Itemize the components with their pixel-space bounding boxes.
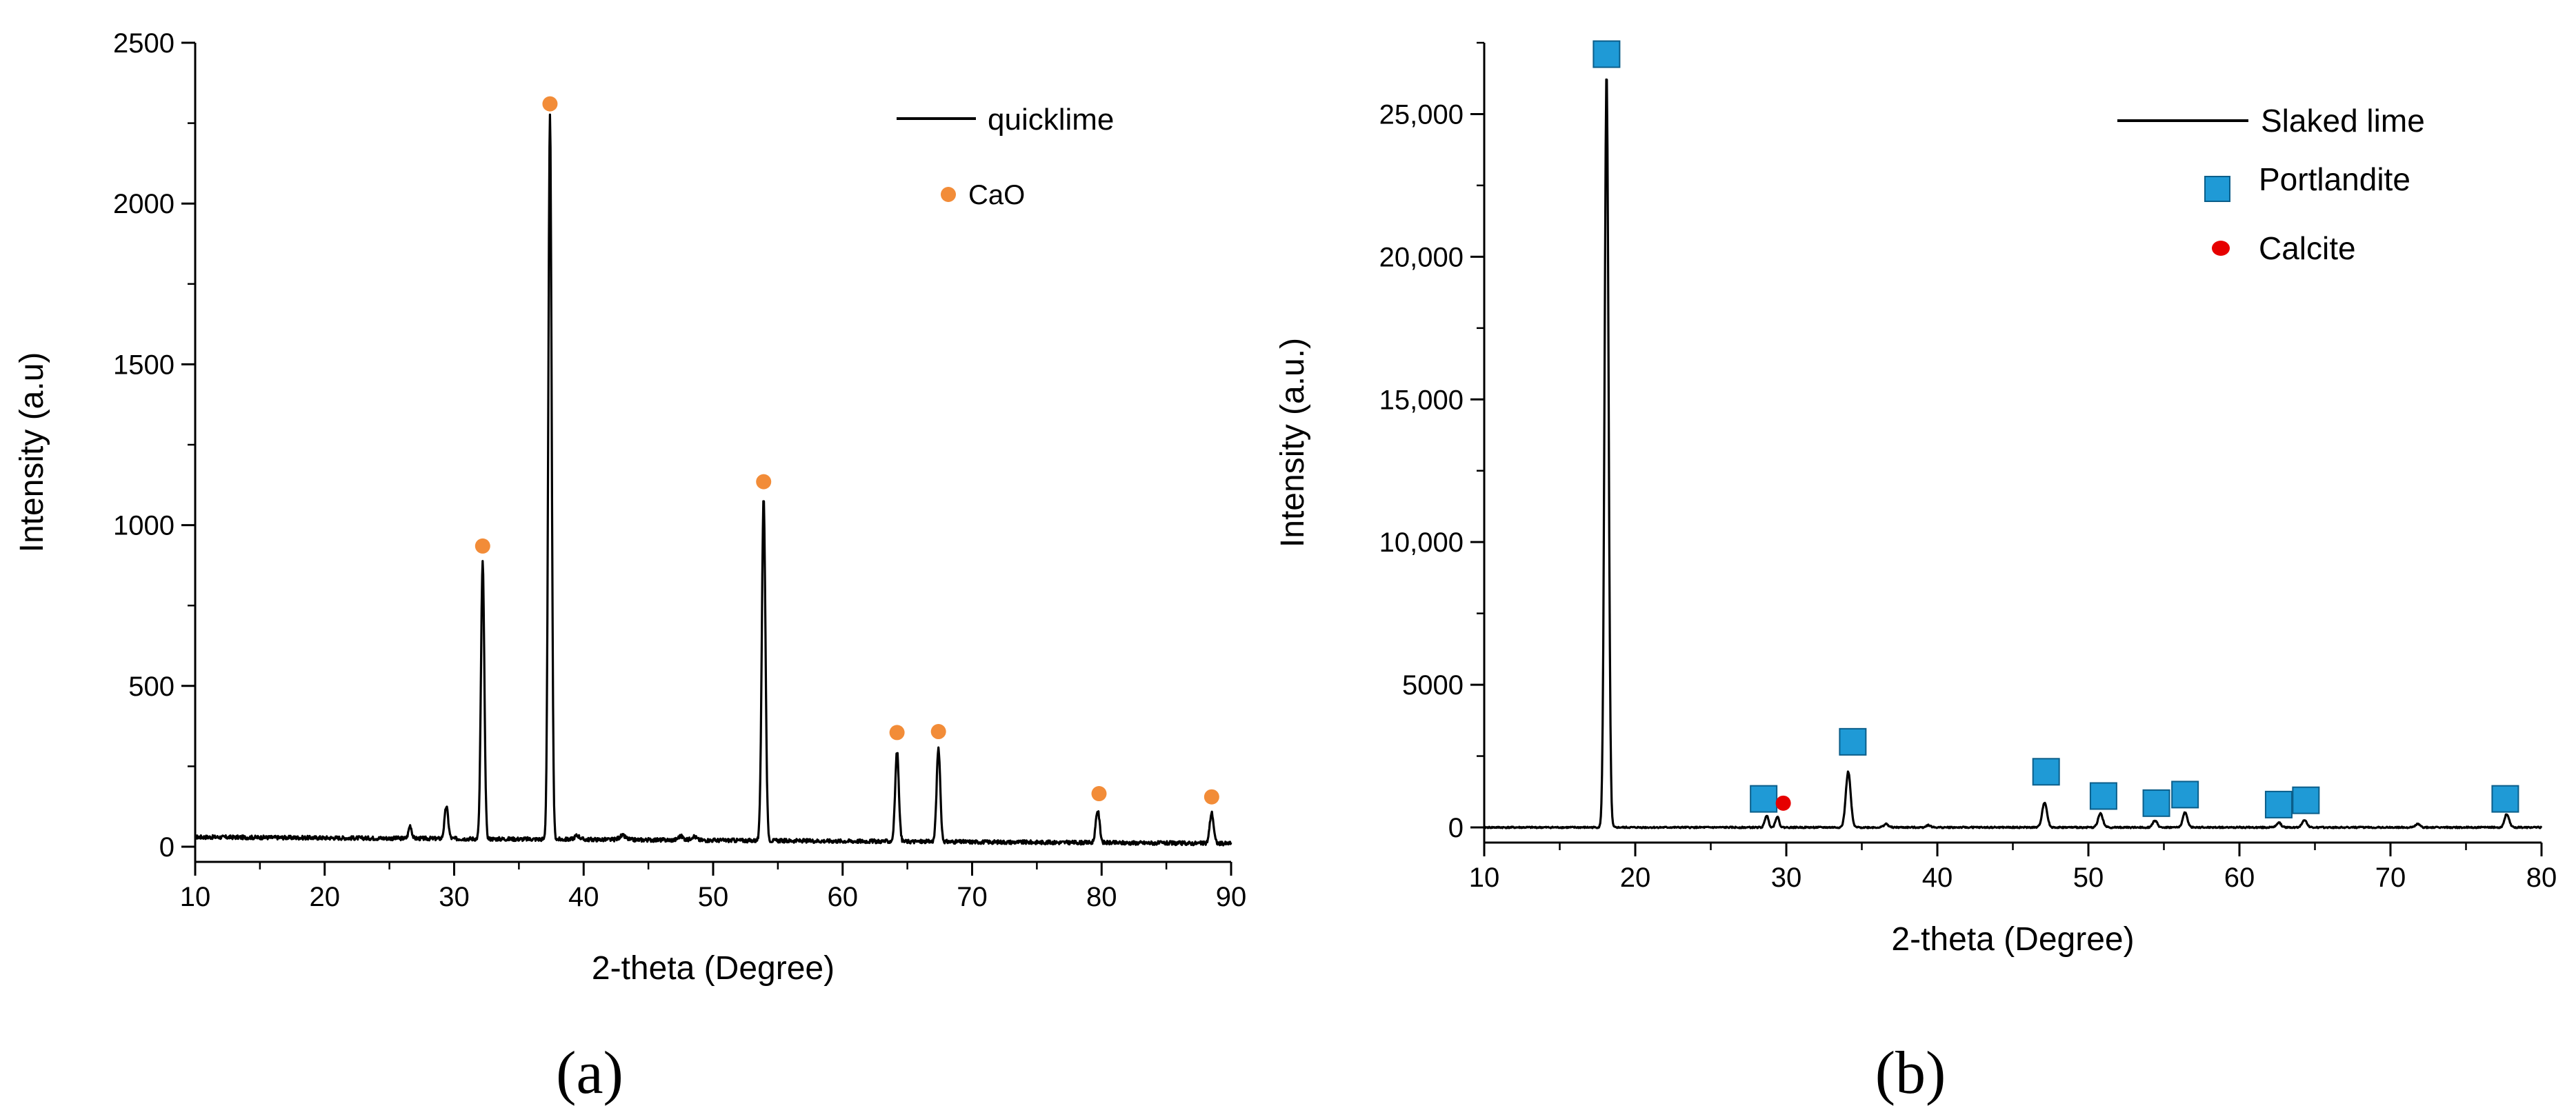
y-axis-label: Intensity (a.u.) — [1275, 338, 1311, 547]
legend-label: Slaked lime — [2261, 103, 2425, 139]
legend-marker-swatch — [2212, 241, 2230, 256]
panel-label: (a) — [556, 1040, 623, 1107]
x-tick-label: 40 — [1922, 863, 1953, 893]
y-tick-label: 15,000 — [1379, 385, 1464, 415]
legend: Slaked lime Portlandite Calcite — [2117, 103, 2425, 266]
x-tick-label: 60 — [2224, 863, 2255, 893]
x-tick-label: 80 — [1086, 882, 1117, 912]
marker-portlandite — [2089, 782, 2117, 810]
marker-cao — [475, 538, 490, 554]
x-axis-label: 2-theta (Degree) — [592, 950, 835, 987]
marker-portlandite — [1592, 40, 1621, 68]
marker-cao — [1091, 786, 1107, 802]
y-tick-label: 0 — [1448, 813, 1464, 843]
marker-portlandite — [2142, 789, 2170, 817]
x-tick-label: 30 — [439, 882, 470, 912]
x-tick-label: 60 — [828, 882, 859, 912]
marker-portlandite — [2491, 785, 2519, 813]
x-tick-label: 40 — [568, 882, 599, 912]
x-tick-label: 50 — [698, 882, 729, 912]
marker-cao — [889, 725, 905, 741]
y-tick-label: 0 — [159, 832, 174, 863]
legend-label: CaO — [968, 180, 1025, 210]
marker-portlandite — [2292, 786, 2320, 814]
x-tick-label: 70 — [2375, 863, 2406, 893]
y-tick-label: 5000 — [1402, 670, 1464, 701]
chart-a: 10 20 30 40 50 60 70 80 90 0 500 1000 1500 2000 2500 2-… — [14, 28, 1246, 1107]
chart-b: 10 20 30 40 50 60 70 80 0 5000 10,000 15,000 20,000 2… — [1275, 40, 2557, 1107]
y-tick-label: 2500 — [113, 28, 174, 59]
series-line-slaked-lime — [1484, 78, 2543, 829]
legend-marker-swatch — [2204, 176, 2230, 202]
marker-cao — [756, 474, 772, 490]
panel-label: (b) — [1875, 1040, 1946, 1107]
legend-marker-swatch — [941, 187, 956, 202]
y-tick-label: 20,000 — [1379, 242, 1464, 272]
y-tick-label: 1500 — [113, 350, 174, 380]
marker-portlandite — [1839, 727, 1867, 756]
x-tick-label: 80 — [2526, 863, 2557, 893]
marker-cao — [930, 724, 946, 740]
marker-portlandite — [2264, 790, 2293, 818]
marker-calcite — [1775, 795, 1791, 811]
x-tick-label: 10 — [180, 882, 211, 912]
x-tick-label: 10 — [1469, 863, 1500, 893]
y-tick-label: 10,000 — [1379, 527, 1464, 558]
y-tick-label: 2000 — [113, 189, 174, 219]
marker-portlandite — [2032, 758, 2060, 786]
legend-label: quicklime — [988, 103, 1114, 137]
marker-cao — [1204, 789, 1219, 805]
y-tick-label: 500 — [128, 672, 174, 702]
x-tick-label: 30 — [1771, 863, 1802, 893]
y-axis-label: Intensity (a.u) — [14, 352, 50, 553]
series-line-quicklime — [194, 113, 1232, 847]
marker-portlandite — [2171, 781, 2199, 809]
legend-label: Calcite — [2259, 230, 2356, 266]
marker-cao — [542, 96, 558, 112]
x-tick-label: 90 — [1216, 882, 1247, 912]
x-tick-label: 50 — [2073, 863, 2104, 893]
marker-portlandite — [1750, 785, 1778, 813]
x-tick-label: 70 — [957, 882, 988, 912]
x-axis-label: 2-theta (Degree) — [1891, 921, 2134, 958]
y-tick-label: 1000 — [113, 511, 174, 541]
legend-label: Portlandite — [2259, 161, 2410, 197]
x-tick-label: 20 — [310, 882, 341, 912]
x-tick-label: 20 — [1620, 863, 1651, 893]
y-tick-label: 25,000 — [1379, 99, 1464, 130]
legend: quicklime CaO — [897, 103, 1114, 210]
